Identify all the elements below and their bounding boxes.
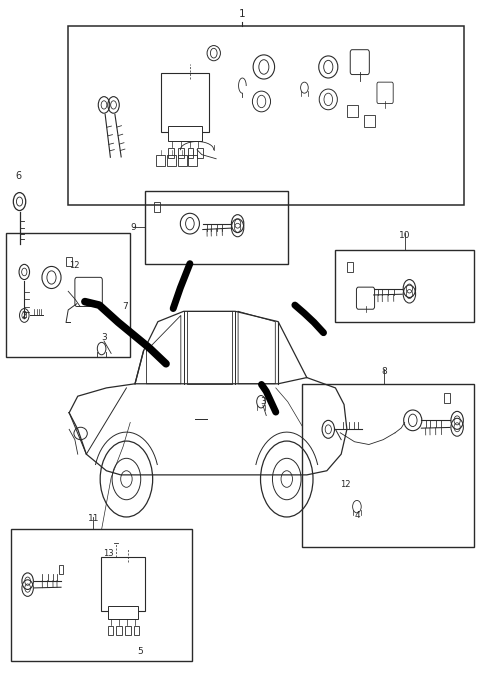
Bar [11,529,192,660]
Bar [108,606,138,619]
Text: 9: 9 [131,222,136,231]
Bar [161,73,209,132]
Bar [66,257,72,265]
Text: 10: 10 [399,231,410,240]
Text: 12: 12 [340,480,350,489]
Bar [168,155,176,166]
Bar [197,148,203,158]
Text: 11: 11 [88,514,99,523]
Bar [188,148,193,158]
Bar [302,385,474,547]
Bar [168,148,174,158]
Bar [108,626,113,635]
Bar [336,250,474,322]
Bar [6,233,130,357]
FancyBboxPatch shape [377,82,393,103]
Bar [348,105,358,117]
FancyBboxPatch shape [357,287,374,309]
Text: 8: 8 [381,367,387,376]
Bar [156,155,165,166]
Bar [68,26,464,205]
Bar [178,148,184,158]
FancyBboxPatch shape [75,277,102,306]
Bar [178,155,187,166]
Bar [154,202,160,212]
Bar [144,191,288,263]
Text: 13: 13 [104,549,114,558]
Bar [364,114,374,127]
Text: 1: 1 [239,8,246,19]
Bar [125,626,131,635]
Bar [59,565,63,574]
Bar [134,626,139,635]
Text: 2: 2 [22,311,27,320]
Text: 5: 5 [137,647,143,656]
Bar [168,126,202,141]
Bar [348,262,353,272]
Bar [189,155,197,166]
Text: 12: 12 [69,261,79,270]
Text: 3: 3 [101,333,107,342]
Bar [444,394,450,403]
Bar [101,557,145,611]
Text: 3: 3 [260,397,266,406]
Bar [117,626,122,635]
FancyBboxPatch shape [350,50,369,75]
Text: 4: 4 [354,511,360,520]
Text: 6: 6 [15,171,21,181]
Text: 7: 7 [122,302,128,311]
